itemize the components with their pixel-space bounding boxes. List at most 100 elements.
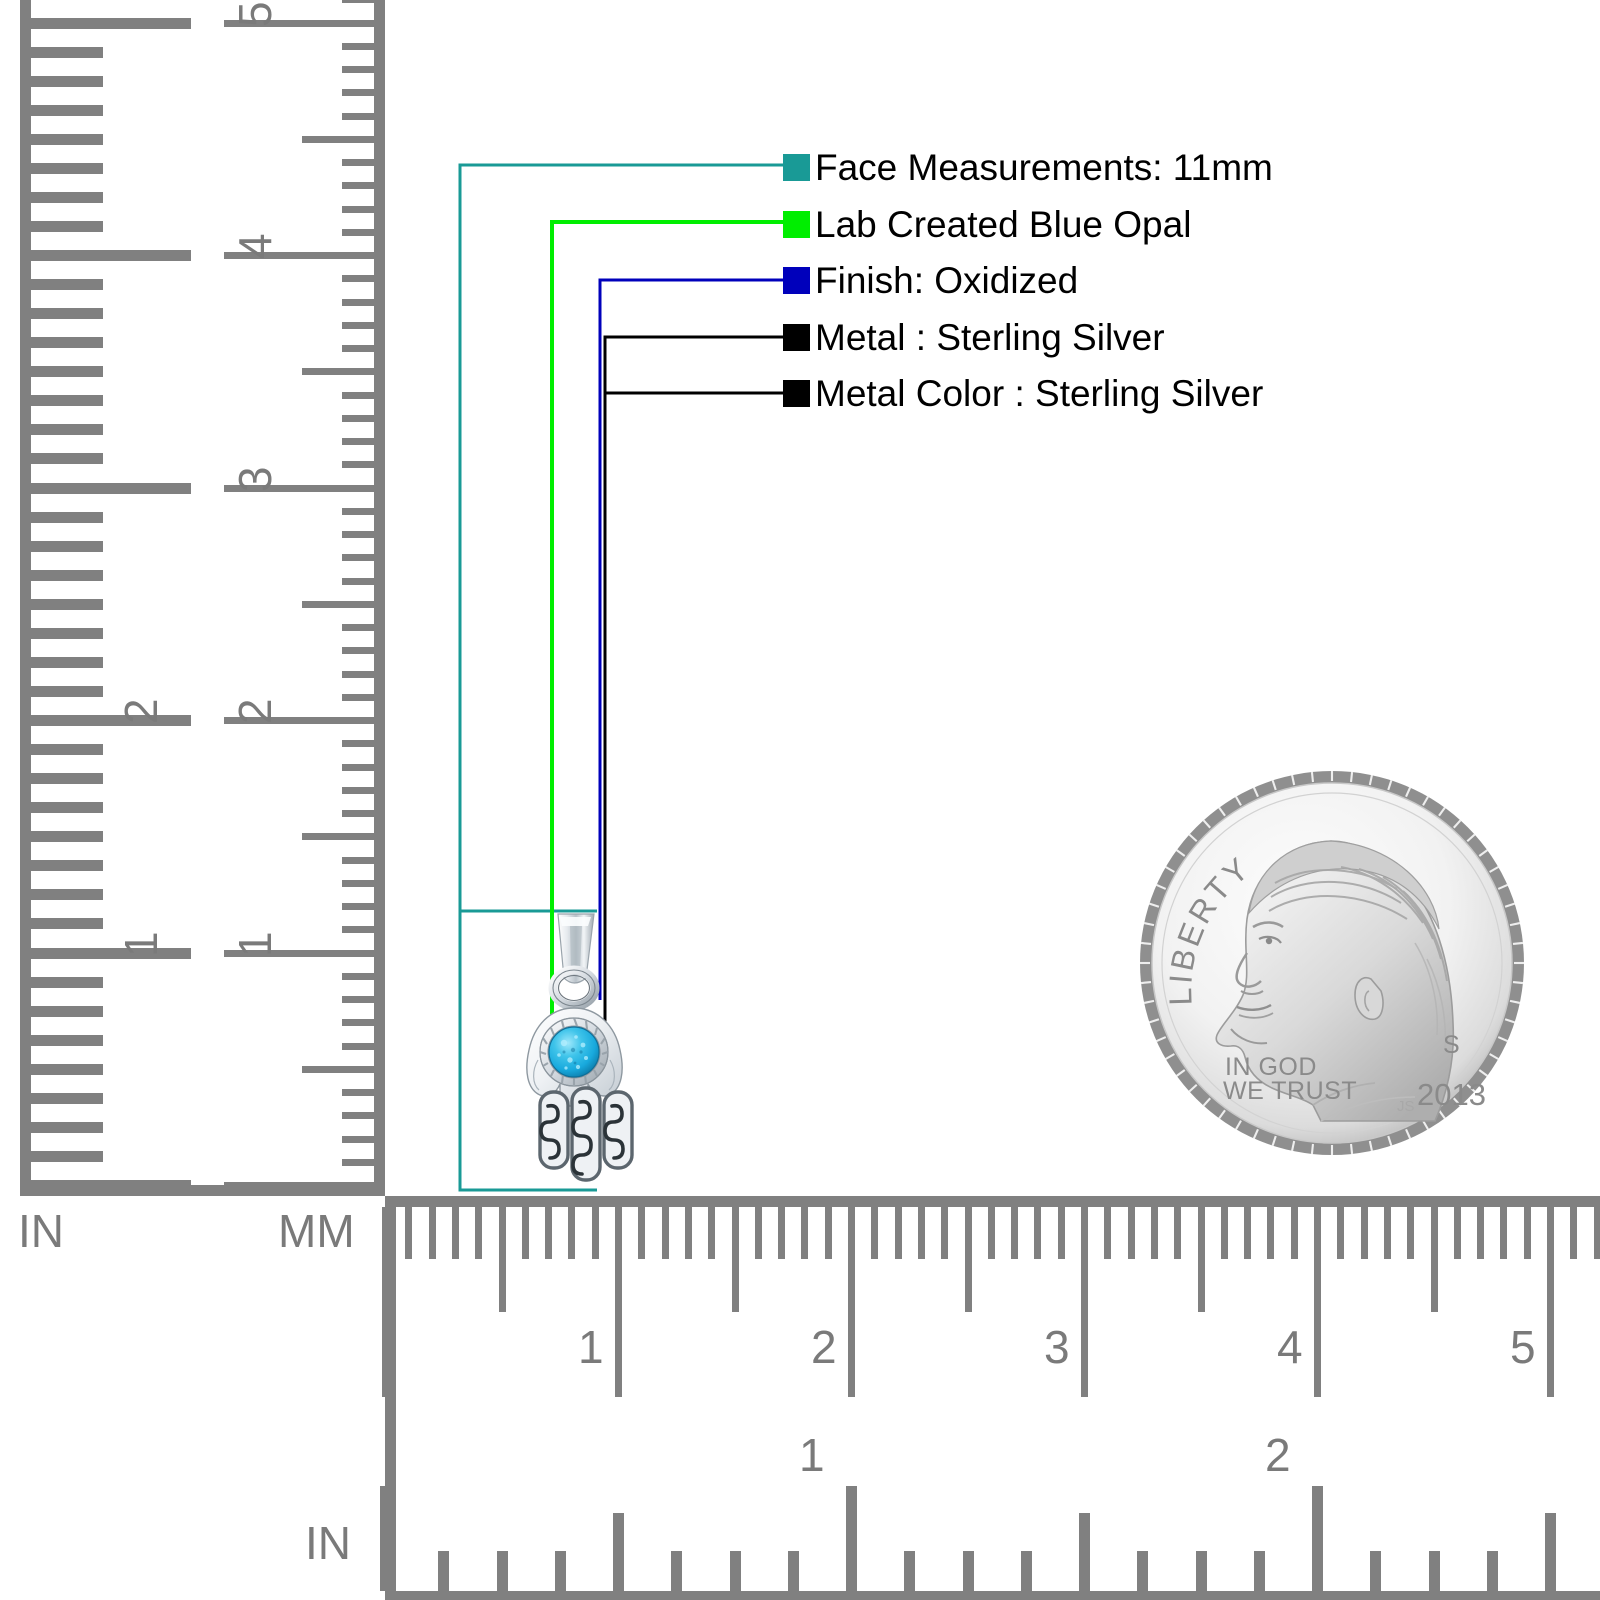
vertical-mm-minor-tick [342,996,374,1003]
vertical-inch-minor-tick [31,220,103,232]
horizontal-cm-major-tick [1314,1207,1321,1397]
face-measurements-swatch [783,153,810,181]
vertical-cm-label-1: 1 [229,930,281,957]
vertical-inch-minor-tick [31,453,103,465]
vertical-mm-minor-tick [342,670,374,678]
coin-mint-mark: S [1443,1031,1460,1059]
horizontal-mm-minor-tick [1104,1207,1112,1259]
horizontal-cm-label-1: 1 [578,1321,604,1373]
legend-label-1: Face Measurements: 11mm [815,146,1273,188]
horizontal-inch-eighth-tick [1195,1551,1207,1591]
coin-motto-line1: IN GOD [1225,1053,1317,1081]
vertical-mm-minor-tick [342,1158,374,1166]
horizontal-inch-eighth-tick [1486,1551,1498,1591]
vertical-inch-minor-tick [31,773,103,785]
horizontal-mm-minor-tick [778,1207,786,1259]
coin-year: 2013 [1417,1077,1486,1112]
vertical-cm-label-5: 5 [229,0,281,27]
horizontal-mm-minor-tick [1593,1207,1600,1259]
horizontal-cm-label-5: 5 [1510,1321,1536,1373]
horizontal-inch-label-1: 1 [799,1429,825,1481]
vertical-inch-minor-tick [31,598,103,610]
horizontal-mm-minor-tick [1267,1207,1275,1259]
vertical-inch-minor-tick [31,1005,103,1017]
horizontal-mm-minor-tick [1057,1207,1065,1259]
vertical-inch-minor-tick [31,685,103,697]
metal-color-swatch [783,379,810,407]
vertical-mm-minor-tick [342,159,374,166]
horizontal-inch-spine [385,1591,1600,1600]
vertical-mm-minor-tick [342,624,374,631]
horizontal-mm-minor-tick [591,1207,599,1259]
horizontal-mm-minor-tick [987,1207,995,1259]
vertical-mm-caption: MM [278,1205,355,1257]
horizontal-mm-minor-tick [405,1207,413,1259]
vertical-inch-minor-tick [31,656,103,668]
vertical-mm-half-tick [302,600,374,608]
vertical-ruler: 1 2 1 2 3 4 5 [0,0,385,1196]
horizontal-inch-major-tick [380,1486,391,1591]
horizontal-inch-major-tick [1312,1486,1323,1591]
legend-label-4: Metal : Sterling Silver [815,316,1165,358]
horizontal-mm-minor-tick [1127,1207,1135,1259]
vertical-inch-minor-tick [31,627,103,639]
horizontal-mm-minor-tick [568,1207,576,1259]
vertical-mm-minor-tick [342,554,374,562]
vertical-inch-minor-tick [31,976,103,988]
vertical-inch-major-tick [31,947,191,959]
horizontal-cm-major-tick [382,1207,389,1397]
horizontal-inch-half-tick [1079,1513,1090,1591]
legend-label-2: Lab Created Blue Opal [815,203,1192,245]
vertical-cm-label-2: 2 [229,698,281,724]
horizontal-mm-minor-tick [871,1207,879,1259]
horizontal-mm-minor-tick [1477,1207,1485,1259]
horizontal-mm-minor-tick [941,1207,949,1259]
horizontal-inch-eighth-tick [1020,1551,1032,1591]
vertical-mm-half-tick [302,135,374,143]
vertical-inch-minor-tick [31,279,103,291]
horizontal-mm-minor-tick [428,1207,436,1259]
horizontal-mm-minor-tick [1383,1207,1391,1259]
vertical-inch-minor-tick [31,802,103,814]
vertical-cm-label-4: 4 [229,233,281,259]
vertical-mm-minor-tick [342,461,374,469]
vertical-mm-minor-tick [342,786,374,794]
vertical-inch-minor-tick [31,1034,103,1046]
vertical-mm-minor-tick [342,1042,374,1050]
horizontal-mm-spine [385,1196,1600,1207]
vertical-mm-minor-tick [342,740,374,748]
vertical-inch-minor-tick [31,424,103,436]
vertical-inch-minor-tick [31,337,103,349]
horizontal-cm-major-tick [848,1207,855,1397]
horizontal-inch-eighth-tick [1370,1551,1382,1591]
horizontal-mm-minor-tick [1150,1207,1158,1259]
vertical-inch-minor-tick [31,918,103,930]
legend-item-2: Lab Created Blue Opal [783,203,1192,245]
vertical-inch-minor-tick [31,133,103,145]
vertical-mm-minor-tick [342,810,374,817]
vertical-mm-minor-tick [342,693,374,701]
vertical-inch-label-1: 1 [115,930,167,957]
horizontal-inch-eighth-tick [496,1551,508,1591]
vertical-mm-minor-tick [342,879,374,887]
vertical-mm-minor-tick [342,89,374,97]
vertical-mm-minor-tick [342,391,374,399]
vertical-inch-minor-tick [31,308,103,320]
horizontal-mm-minor-tick [824,1207,832,1259]
horizontal-mm-half-tick [1197,1207,1205,1312]
legend-item-3: Finish: Oxidized [783,262,1078,299]
vertical-inch-minor-tick [31,162,103,174]
vertical-cm-major-tick [224,949,374,957]
vertical-inch-minor-tick [31,889,103,901]
horizontal-cm-major-tick [1547,1207,1554,1397]
horizontal-mm-minor-tick [451,1207,459,1259]
vertical-mm-minor-tick [342,972,374,980]
horizontal-cm-label-3: 3 [1044,1321,1070,1373]
horizontal-inch-eighth-tick [729,1551,741,1591]
vertical-ruler-baseline [20,1185,385,1196]
vertical-mm-minor-tick [342,66,374,73]
vertical-cm-major-tick [224,484,374,492]
vertical-inch-minor-tick [31,511,103,523]
vertical-inch-major-tick [31,715,191,726]
vertical-mm-minor-tick [342,926,374,934]
